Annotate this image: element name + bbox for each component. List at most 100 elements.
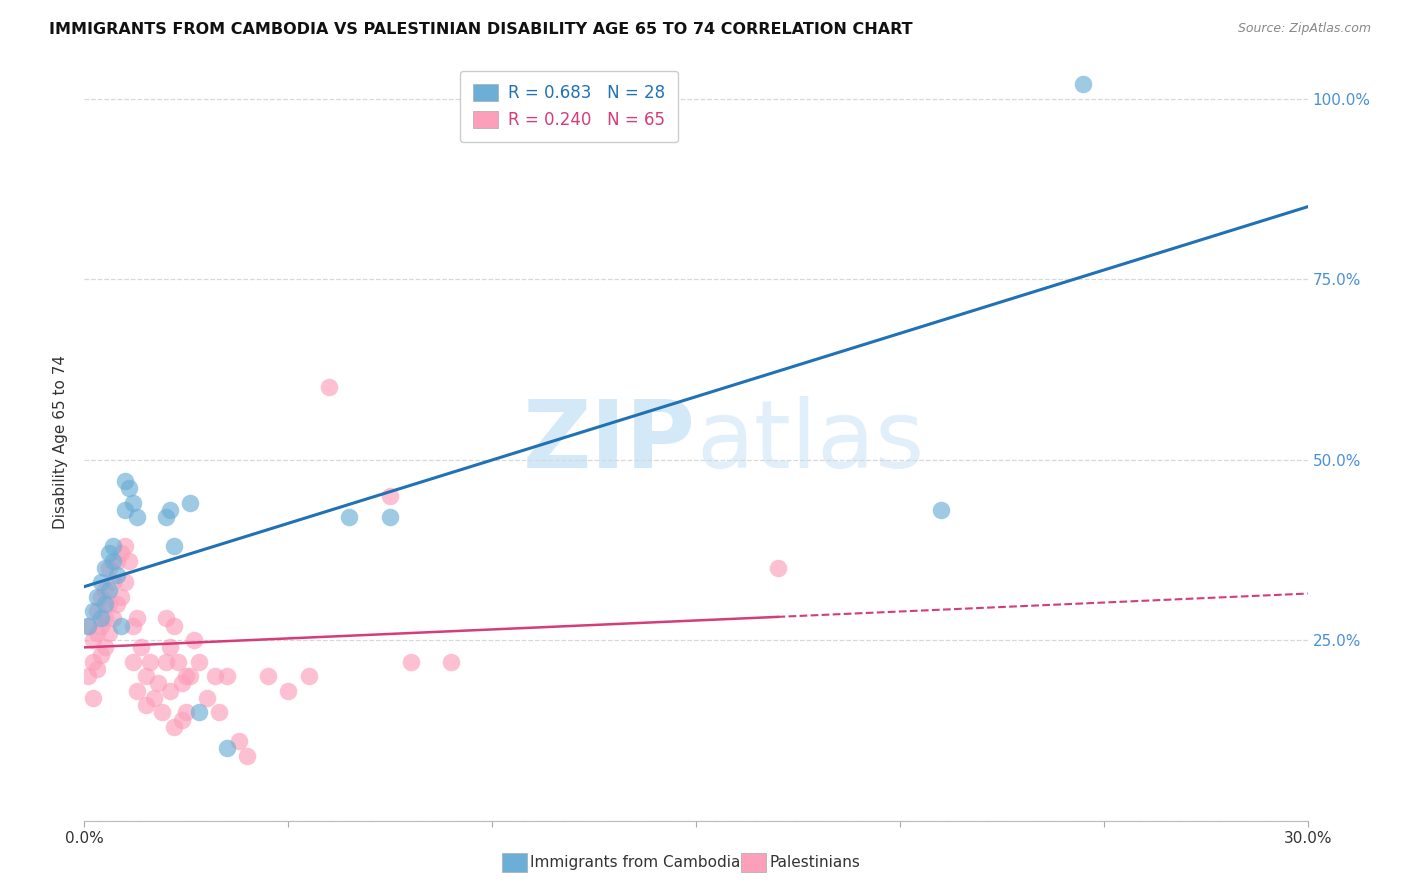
Text: IMMIGRANTS FROM CAMBODIA VS PALESTINIAN DISABILITY AGE 65 TO 74 CORRELATION CHAR: IMMIGRANTS FROM CAMBODIA VS PALESTINIAN … xyxy=(49,22,912,37)
Point xyxy=(127,510,149,524)
Point xyxy=(97,597,120,611)
Point xyxy=(167,655,190,669)
Point xyxy=(187,655,209,669)
Point xyxy=(90,648,112,662)
Point xyxy=(440,655,463,669)
Point xyxy=(105,568,128,582)
Point xyxy=(122,655,145,669)
Point xyxy=(399,655,422,669)
Point xyxy=(97,546,120,560)
Point xyxy=(77,618,100,632)
Point xyxy=(105,597,128,611)
Point xyxy=(217,741,239,756)
Legend: R = 0.683   N = 28, R = 0.240   N = 65: R = 0.683 N = 28, R = 0.240 N = 65 xyxy=(460,70,679,142)
Point xyxy=(339,510,361,524)
Point xyxy=(380,489,402,503)
Y-axis label: Disability Age 65 to 74: Disability Age 65 to 74 xyxy=(53,354,69,529)
Point xyxy=(155,655,177,669)
Point xyxy=(122,496,145,510)
Text: atlas: atlas xyxy=(696,395,924,488)
Point xyxy=(97,582,120,597)
Point xyxy=(114,503,136,517)
Point xyxy=(82,633,104,648)
Point xyxy=(110,618,132,632)
Point xyxy=(142,690,165,705)
Point xyxy=(118,482,141,496)
Point xyxy=(135,698,157,712)
Point xyxy=(114,575,136,590)
Point xyxy=(155,510,177,524)
Point xyxy=(110,546,132,560)
Point xyxy=(86,626,108,640)
Point xyxy=(93,611,115,625)
Point xyxy=(155,611,177,625)
Point xyxy=(101,554,124,568)
Point xyxy=(159,683,181,698)
Point xyxy=(163,720,186,734)
Point xyxy=(86,604,108,618)
Point xyxy=(97,626,120,640)
Point xyxy=(174,706,197,720)
Point xyxy=(138,655,160,669)
Point xyxy=(1073,77,1095,91)
Point xyxy=(127,611,149,625)
Point xyxy=(159,640,181,655)
Text: ZIP: ZIP xyxy=(523,395,696,488)
Text: Source: ZipAtlas.com: Source: ZipAtlas.com xyxy=(1237,22,1371,36)
Point xyxy=(90,590,112,604)
Point xyxy=(208,706,231,720)
Point xyxy=(110,590,132,604)
Point xyxy=(90,575,112,590)
Point xyxy=(204,669,226,683)
Point xyxy=(122,618,145,632)
Point xyxy=(86,590,108,604)
Point xyxy=(135,669,157,683)
Text: Palestinians: Palestinians xyxy=(769,855,860,870)
Point xyxy=(766,561,789,575)
Point xyxy=(86,662,108,676)
Point xyxy=(318,380,340,394)
Point xyxy=(101,539,124,553)
Point xyxy=(277,683,299,698)
Point xyxy=(163,539,186,553)
Point xyxy=(90,618,112,632)
Point xyxy=(150,706,173,720)
Point xyxy=(93,640,115,655)
Point xyxy=(93,597,115,611)
Point xyxy=(187,706,209,720)
Point xyxy=(93,582,115,597)
Point xyxy=(101,575,124,590)
Point xyxy=(217,669,239,683)
Point xyxy=(97,561,120,575)
Text: Immigrants from Cambodia: Immigrants from Cambodia xyxy=(530,855,741,870)
Point xyxy=(236,748,259,763)
Point xyxy=(82,690,104,705)
Point xyxy=(257,669,280,683)
Point xyxy=(929,503,952,517)
Point xyxy=(101,611,124,625)
Point xyxy=(174,669,197,683)
Point xyxy=(163,618,186,632)
Point xyxy=(146,676,169,690)
Point xyxy=(179,669,201,683)
Point xyxy=(195,690,218,705)
Point xyxy=(179,496,201,510)
Point xyxy=(93,561,115,575)
Point xyxy=(298,669,321,683)
Point xyxy=(172,676,194,690)
Point xyxy=(118,554,141,568)
Point xyxy=(82,655,104,669)
Point xyxy=(183,633,205,648)
Point xyxy=(172,713,194,727)
Point xyxy=(131,640,153,655)
Point xyxy=(77,669,100,683)
Point xyxy=(114,475,136,489)
Point xyxy=(82,604,104,618)
Point xyxy=(159,503,181,517)
Point xyxy=(77,618,100,632)
Point xyxy=(127,683,149,698)
Point xyxy=(228,734,250,748)
Point xyxy=(105,554,128,568)
Point xyxy=(380,510,402,524)
Point xyxy=(90,611,112,625)
